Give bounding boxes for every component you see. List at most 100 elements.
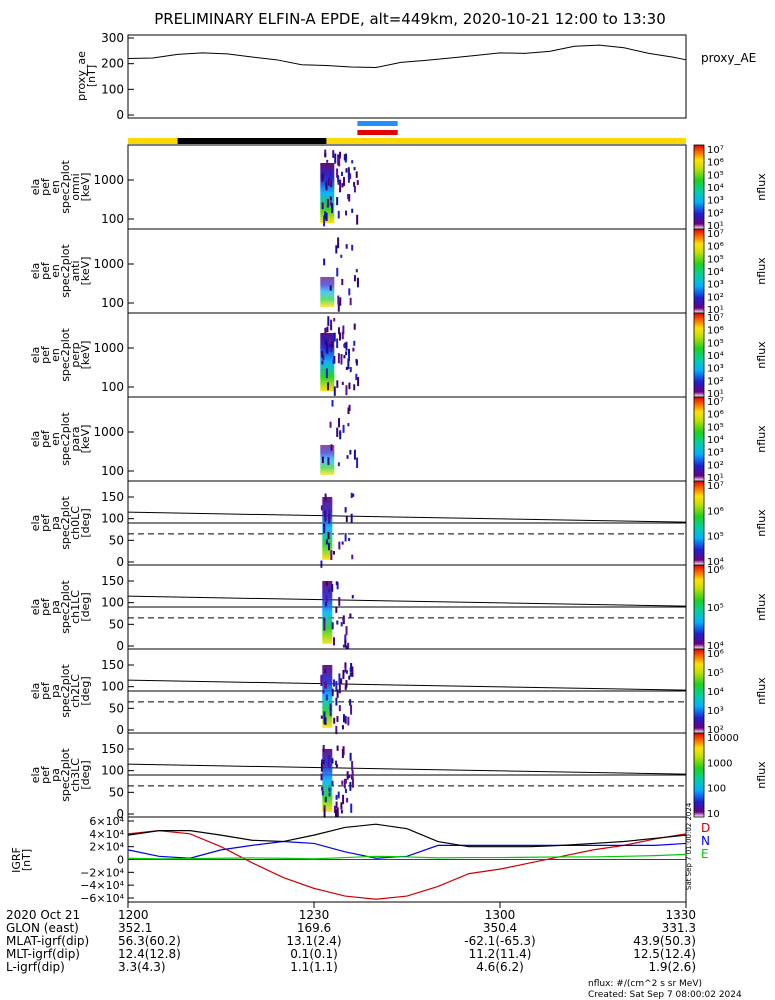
- pa-panel-5-flux-pixel: [344, 639, 347, 648]
- pa-panel-7-ytick-label: 150: [101, 742, 124, 756]
- igrf-ylabel-line: [nT]: [20, 849, 33, 871]
- energy-panel-2-flux-pixel: [327, 382, 330, 391]
- pa-panel-4-flux-pixel: [344, 533, 347, 542]
- pa-panel-7-ylabel-line: spec2plot: [59, 748, 72, 802]
- energy-panel-2-flux-pixel: [321, 360, 324, 365]
- energy-panel-0-colorbar-tick: 10⁷: [707, 145, 724, 156]
- pa-panel-4-ylabel-line: pa: [49, 516, 62, 530]
- pa-panel-4-flux-pixel: [328, 514, 331, 524]
- pa-panel-4-flux-pixel: [330, 550, 333, 561]
- orbit-row-value: 169.6: [297, 921, 331, 935]
- pa-panel-4-flux-pixel: [323, 528, 326, 534]
- status-bars: [128, 121, 686, 144]
- energy-panel-2-flux-pixel: [340, 354, 343, 365]
- pa-panel-7-flux-pixel: [351, 760, 354, 771]
- energy-panel-1-flux-pixel: [336, 267, 339, 277]
- pa-panel-5-colorbar-tick: 10⁶: [707, 565, 724, 576]
- pa-panel-4-colorbar-tick: 10⁷: [707, 481, 724, 492]
- energy-panel-3-flux-pixel: [349, 449, 352, 455]
- orbit-row-value: 1330: [665, 908, 696, 922]
- energy-panel-0-ylabel-line: [keV]: [79, 173, 92, 202]
- energy-panel-0-flux-pixel: [347, 172, 350, 183]
- pa-panel-4-flux-core: [322, 497, 333, 560]
- energy-panel-0-flux-pixel: [338, 152, 341, 159]
- pa-panel-7-flux-pixel: [336, 807, 339, 818]
- energy-panel-2-ytick-label: 1000: [93, 341, 124, 355]
- proxy-ae-ytick-label: 0: [116, 108, 124, 122]
- energy-panel-1-flux-pixel: [341, 278, 344, 286]
- energy-panel-2-flux-pixel: [322, 354, 325, 360]
- pa-panel-6-flux-pixel: [323, 711, 326, 717]
- pa-panel-6-ylabel-line: pef: [39, 681, 52, 700]
- pa-panel-5-colorbar-label: nflux: [755, 593, 768, 621]
- energy-panel-0-flux-pixel: [321, 173, 324, 182]
- pa-panel-6-flux-pixel: [322, 689, 325, 694]
- proxy-ae-ytick-label: 200: [101, 57, 124, 71]
- figure-title: PRELIMINARY ELFIN-A EPDE, alt=449km, 202…: [154, 10, 666, 28]
- pa-panel-4-flux-pixel: [352, 493, 355, 497]
- pa-panel-7-flux-pixel: [336, 813, 339, 817]
- energy-panel-2-colorbar: [693, 312, 705, 398]
- energy-panel-2-flux-pixel: [330, 344, 333, 353]
- pa-panel-6-flux-pixel: [351, 672, 354, 677]
- energy-panel-0-flux-pixel: [349, 173, 352, 180]
- shadow-bar-black: [177, 138, 327, 144]
- orbit-row-label: GLON (east): [6, 921, 79, 935]
- energy-panel-3-colorbar-tick: 10⁷: [707, 397, 724, 408]
- pa-panel-6-flux-pixel: [344, 662, 347, 668]
- pa-panel-6-ytick-label: 0: [116, 723, 124, 737]
- pa-panel-6-flux-pixel: [345, 669, 348, 674]
- pa-panel-6-flux-pixel: [345, 680, 348, 688]
- pa-panel-4-flux-pixel: [328, 509, 331, 519]
- pa-panel-6-colorbar-label: nflux: [755, 677, 768, 705]
- energy-panel-0-flux-pixel: [326, 159, 329, 163]
- pa-panel-4-ytick-label: 0: [116, 555, 124, 569]
- pa-panel-5-flux-pixel: [340, 622, 343, 627]
- pa-panel-5-flux-pixel: [323, 617, 326, 623]
- energy-panel-0-colorbar-tick: 10⁶: [707, 158, 724, 169]
- igrf-ytick-label: −6×10⁴: [80, 892, 124, 905]
- pa-panel-7-ylabel-line: pa: [49, 768, 62, 782]
- energy-panel-2-flux-pixel: [341, 381, 344, 385]
- energy-panel-2: 1001000elapefenspec2plotperp[keV]10¹10²1…: [29, 312, 768, 400]
- pa-panel-5-ytick-label: 150: [101, 574, 124, 588]
- energy-panel-0-flux-pixel: [338, 157, 341, 167]
- energy-panel-2-ylabel-line: pef: [39, 345, 52, 364]
- energy-panel-1-flux-pixel: [340, 254, 343, 258]
- energy-panel-2-flux-pixel: [331, 341, 334, 347]
- energy-panel-2-colorbar-tick: 10²: [707, 376, 724, 387]
- energy-panel-2-flux-pixel: [345, 341, 348, 351]
- energy-panel-2-colorbar-tick: 10⁵: [707, 338, 724, 349]
- orbit-row-value: 43.9(50.3): [633, 934, 696, 948]
- energy-panel-0-flux-pixel: [353, 186, 356, 193]
- pa-panel-6-flux-pixel: [341, 725, 344, 730]
- energy-panel-2-flux-pixel: [329, 344, 332, 348]
- energy-panel-1-flux-pixel: [351, 244, 354, 251]
- pa-panel-7-flux-pixel: [322, 760, 325, 765]
- energy-panel-1-ylabel-line: pef: [39, 261, 52, 280]
- orbit-row-value: 56.3(60.2): [118, 934, 181, 948]
- pa-panel-7-flux-pixel: [335, 764, 338, 768]
- pa-panel-7-colorbar-tick: 100: [707, 784, 726, 795]
- pa-panel-7-flux-pixel: [323, 805, 326, 810]
- pa-panel-4-flux-pixel: [350, 513, 353, 523]
- pa-panel-5-colorbar-tick: 10⁵: [707, 603, 724, 614]
- energy-panel-0-ylabel-line: en: [49, 180, 62, 194]
- energy-panel-0-ytick-label: 100: [101, 212, 124, 226]
- pa-panel-4-ylabel-line: [deg]: [79, 508, 92, 537]
- energy-panel-0-flux-pixel: [343, 154, 346, 161]
- energy-panel-2-flux-pixel: [332, 360, 335, 364]
- science-zone-bar-blue: [357, 121, 398, 126]
- proxy-ae-ytick-label: 300: [101, 31, 124, 45]
- energy-panel-0-colorbar-tick: 10⁴: [707, 183, 724, 194]
- energy-panel-2-flux-pixel: [341, 331, 344, 340]
- pa-panel-4-flux-pixel: [344, 507, 347, 513]
- energy-panel-0-flux-pixel: [341, 183, 344, 188]
- energy-panel-1-colorbar-tick: 10²: [707, 292, 724, 303]
- energy-panel-1-ylabel-line: spec2plot: [59, 244, 72, 298]
- pa-panel-7-flux-pixel: [351, 777, 354, 788]
